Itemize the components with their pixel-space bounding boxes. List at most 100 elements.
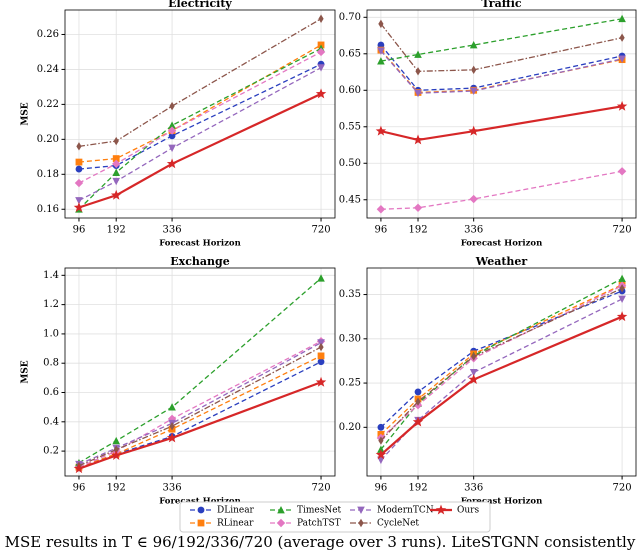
marker [317, 64, 325, 72]
x-axis-label: Forecast Horizon [461, 239, 543, 249]
x-tick-label: 336 [163, 483, 182, 494]
marker [110, 449, 122, 460]
series-line [380, 105, 623, 142]
marker [167, 126, 177, 135]
y-tick-label: 0.30 [339, 333, 361, 344]
marker [619, 284, 625, 293]
marker [112, 177, 121, 186]
legend-label: PatchTST [297, 519, 341, 529]
marker [168, 144, 176, 153]
marker [412, 416, 424, 427]
marker [377, 445, 385, 453]
marker [413, 203, 423, 212]
marker [619, 33, 625, 42]
chart-title: Traffic [481, 0, 522, 10]
x-tick-label: 720 [613, 225, 632, 236]
marker [113, 445, 119, 454]
marker [414, 388, 422, 396]
marker [469, 194, 478, 204]
marker [414, 89, 422, 98]
series-line [380, 287, 623, 442]
series-line [380, 315, 623, 456]
marker [317, 352, 325, 360]
marker [468, 374, 479, 384]
marker [112, 159, 121, 169]
marker [468, 125, 479, 136]
marker [166, 158, 178, 169]
y-tick-label: 1.0 [43, 328, 59, 339]
x-tick-label: 720 [613, 483, 632, 494]
x-tick-label: 96 [375, 225, 388, 236]
marker [169, 421, 175, 431]
marker [618, 55, 626, 63]
marker [315, 376, 327, 387]
legend-label: Ours [457, 506, 479, 516]
y-tick-label: 0.22 [37, 99, 59, 110]
marker [378, 436, 384, 445]
marker [471, 65, 477, 75]
chart-title: Electricity [168, 0, 232, 10]
x-axis-label: Forecast Horizon [461, 497, 543, 507]
y-tick-label: 0.35 [339, 289, 361, 300]
x-tick-label: 192 [408, 225, 427, 236]
y-tick-label: 0.20 [339, 422, 361, 433]
y-tick-label: 1.4 [43, 270, 59, 281]
x-tick-label: 192 [107, 483, 126, 494]
series-line [78, 67, 322, 202]
marker [469, 41, 478, 49]
y-tick-label: 0.8 [43, 358, 59, 369]
legend-marker [197, 506, 205, 514]
y-tick-label: 0.70 [339, 12, 361, 23]
series-line [78, 277, 322, 464]
marker [73, 463, 85, 474]
series-line [380, 284, 623, 435]
marker [75, 165, 83, 173]
y-tick-label: 0.60 [339, 85, 361, 96]
marker [318, 14, 324, 23]
series-line [380, 50, 623, 94]
y-tick-label: 0.18 [37, 169, 59, 180]
marker [112, 436, 121, 445]
marker [317, 274, 325, 282]
caption: MSE results in T ∈ 96/192/336/720 (avera… [5, 533, 636, 550]
marker [412, 134, 424, 145]
legend-label: TimesNet [297, 506, 342, 516]
marker [471, 352, 477, 361]
series-line [78, 340, 322, 468]
legend-frame [179, 501, 491, 533]
x-tick-label: 720 [311, 225, 330, 236]
series-line [78, 92, 322, 209]
marker [375, 125, 387, 136]
marker [616, 100, 628, 111]
marker [618, 274, 626, 283]
marker [113, 136, 119, 146]
x-tick-label: 96 [73, 483, 86, 494]
series-line [380, 278, 623, 450]
marker [315, 88, 327, 99]
plot-frame [64, 9, 336, 219]
series-line [380, 170, 623, 210]
series-line [78, 381, 322, 470]
marker [414, 50, 422, 58]
marker [376, 205, 386, 214]
series-line [78, 342, 322, 465]
marker [168, 132, 176, 140]
marker [469, 87, 478, 96]
legend-label: CycleNet [377, 519, 419, 529]
series-line [78, 63, 322, 170]
legend-marker [435, 504, 447, 515]
marker [112, 168, 121, 176]
series-line [78, 346, 322, 467]
marker [169, 101, 175, 111]
marker [168, 121, 176, 129]
marker [378, 19, 384, 29]
chart-title: Exchange [170, 255, 229, 268]
y-tick-label: 0.20 [37, 134, 59, 145]
y-tick-label: 0.4 [43, 416, 59, 427]
marker [112, 155, 120, 162]
marker [377, 57, 385, 65]
marker [617, 167, 627, 176]
marker [377, 456, 385, 465]
marker [167, 414, 177, 424]
